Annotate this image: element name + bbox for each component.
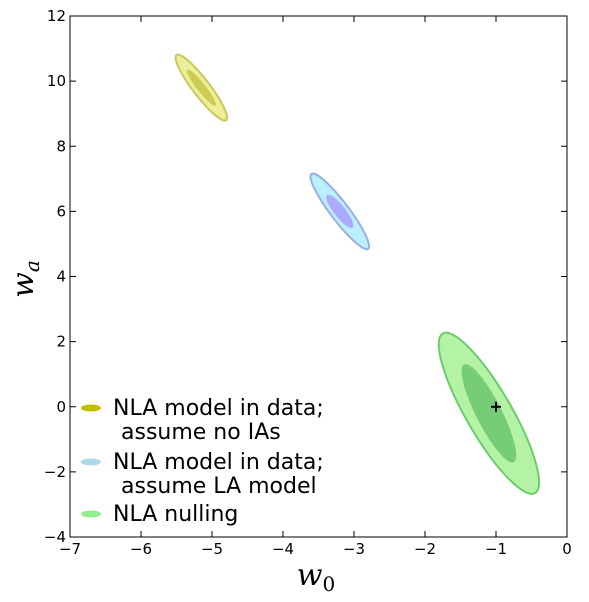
axis-ticks: −7 −6 −5 −4 −3 −2 −1 0 −4 −2 0 2 4 6 8 10 12 — [44, 7, 572, 558]
legend-label-1: NLA model in data; — [113, 450, 324, 475]
x-tick-label: −4 — [272, 540, 294, 558]
y-tick-label: 8 — [56, 137, 66, 155]
y-tick-label: 0 — [56, 398, 66, 416]
x-tick-label: −1 — [485, 540, 507, 558]
x-axis-label-main: w — [297, 558, 323, 593]
y-tick-label: −2 — [44, 463, 66, 481]
legend-swatch-2 — [81, 510, 101, 518]
fiducial-marker — [491, 401, 501, 412]
legend-swatch-0 — [81, 404, 101, 412]
x-tick-label: −3 — [343, 540, 365, 558]
x-tick-label: −7 — [59, 540, 81, 558]
y-tick-label: 2 — [56, 333, 66, 351]
x-axis-label-sub: 0 — [322, 572, 335, 596]
legend-label-0: NLA model in data; — [113, 396, 324, 421]
legend-label-1-line2: assume LA model — [121, 474, 317, 499]
x-tick-label: −2 — [414, 540, 436, 558]
x-tick-label: 0 — [562, 540, 572, 558]
y-axis-label-main: w — [6, 272, 41, 298]
legend-label-0-line2: assume no IAs — [121, 420, 281, 445]
y-tick-label: −4 — [44, 528, 66, 546]
y-tick-label: 12 — [47, 7, 66, 25]
y-tick-label: 6 — [56, 202, 66, 220]
legend-label-2: NLA nulling — [113, 502, 238, 527]
y-tick-label: 10 — [47, 72, 66, 90]
y-axis-label-sub: a — [20, 260, 44, 272]
svg-text:wa: wa — [6, 260, 44, 298]
x-tick-label: −6 — [130, 540, 152, 558]
x-axis-label: w0 — [297, 558, 335, 596]
inner-ellipse-0 — [186, 69, 216, 106]
svg-text:w0: w0 — [297, 558, 335, 596]
legend-swatch-1 — [81, 458, 101, 466]
x-tick-label: −5 — [201, 540, 223, 558]
inner-ellipse-1 — [326, 194, 354, 229]
confidence-ellipses — [174, 53, 541, 495]
y-axis-label: wa — [6, 260, 44, 298]
inner-ellipse-2 — [461, 364, 517, 463]
y-tick-label: 4 — [56, 268, 66, 286]
